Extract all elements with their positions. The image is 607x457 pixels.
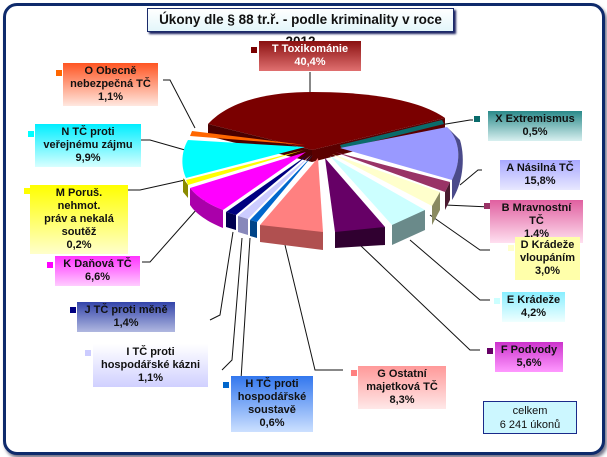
legend-key-B	[484, 203, 490, 209]
legend-key-M	[24, 188, 30, 194]
label-H: H TČ proti hospodářské soustavě 0,6%	[231, 376, 313, 432]
slice-J	[226, 154, 309, 215]
legend-key-O	[56, 70, 62, 76]
label-X: X Extremismus 0,5%	[488, 111, 582, 141]
slice-O	[190, 131, 305, 145]
label-F: F Podvody 5,6%	[495, 342, 563, 372]
legend-key-T	[251, 47, 257, 53]
label-A: A Násilná TČ 15,8%	[500, 160, 580, 190]
legend-key-I	[85, 350, 91, 356]
legend-key-J	[70, 307, 76, 313]
label-N: N TČ proti veřejnému zájmu 9,9%	[35, 124, 141, 167]
label-I: I TČ proti hospodářské kázni 1,1%	[93, 344, 208, 387]
legend-key-G	[351, 370, 357, 376]
slice-T	[208, 92, 445, 150]
legend-key-D	[508, 245, 514, 251]
slice-G	[260, 158, 323, 232]
leader-lines	[128, 72, 498, 396]
legend-key-N	[28, 131, 34, 137]
legend-key-K	[47, 262, 53, 268]
label-G: G Ostatní majetková TČ 8,3%	[358, 366, 446, 409]
slice-M	[186, 150, 304, 185]
label-E: E Krádeže 4,2%	[502, 292, 565, 322]
slice-E	[330, 156, 425, 225]
legend-key-F	[487, 348, 493, 354]
slice-K	[190, 152, 306, 210]
label-T: T Toxikománie 40,4%	[259, 41, 361, 71]
slice-A	[340, 127, 459, 180]
legend-key-E	[494, 298, 500, 304]
label-K: K Daňová TČ 6,6%	[55, 256, 140, 286]
label-M: M Poruš. nehmot. práv a nekalá soutěž 0,2%	[30, 185, 128, 254]
slice-D	[332, 154, 440, 206]
label-J: J TČ proti měně 1,4%	[77, 302, 175, 332]
label-D: D Krádeže vloupáním 3,0%	[515, 237, 580, 280]
slice-H	[250, 155, 313, 222]
chart-title: Úkony dle § 88 tr.ř. - podle kriminality…	[147, 8, 454, 49]
slice-N	[182, 140, 305, 178]
legend-key-X	[474, 116, 480, 122]
total-box: celkem 6 241 úkonů	[483, 401, 577, 434]
slice-B	[335, 152, 450, 192]
slice-X	[340, 120, 444, 149]
slice-I	[238, 155, 311, 219]
label-O: O Obecně nebezpečná TČ 1,1%	[63, 63, 158, 106]
slice-F	[325, 158, 385, 232]
legend-key-H	[223, 382, 229, 388]
